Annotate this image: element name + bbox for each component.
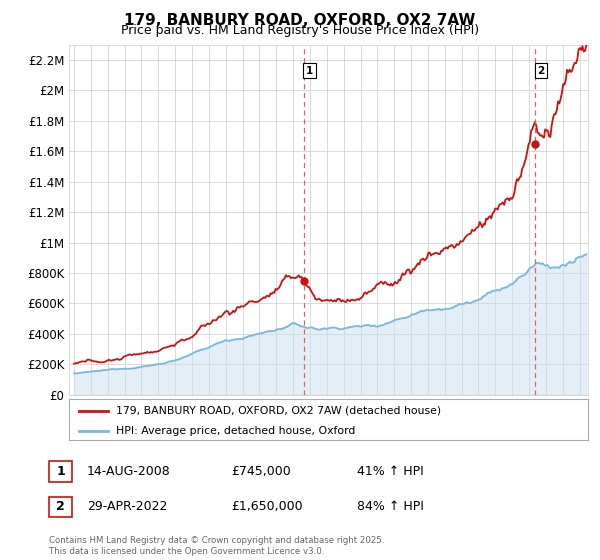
Text: £745,000: £745,000	[231, 465, 291, 478]
Text: 2: 2	[56, 500, 65, 514]
Text: 2: 2	[537, 66, 544, 76]
Text: 41% ↑ HPI: 41% ↑ HPI	[357, 465, 424, 478]
Text: 29-APR-2022: 29-APR-2022	[87, 500, 167, 514]
Text: 1: 1	[306, 66, 313, 76]
Text: Price paid vs. HM Land Registry's House Price Index (HPI): Price paid vs. HM Land Registry's House …	[121, 24, 479, 36]
Text: Contains HM Land Registry data © Crown copyright and database right 2025.
This d: Contains HM Land Registry data © Crown c…	[49, 536, 385, 556]
Text: £1,650,000: £1,650,000	[231, 500, 302, 514]
Text: HPI: Average price, detached house, Oxford: HPI: Average price, detached house, Oxfo…	[116, 426, 355, 436]
Text: 179, BANBURY ROAD, OXFORD, OX2 7AW: 179, BANBURY ROAD, OXFORD, OX2 7AW	[124, 13, 476, 28]
Text: 84% ↑ HPI: 84% ↑ HPI	[357, 500, 424, 514]
Text: 1: 1	[56, 465, 65, 478]
Text: 14-AUG-2008: 14-AUG-2008	[87, 465, 171, 478]
Text: 179, BANBURY ROAD, OXFORD, OX2 7AW (detached house): 179, BANBURY ROAD, OXFORD, OX2 7AW (deta…	[116, 405, 441, 416]
